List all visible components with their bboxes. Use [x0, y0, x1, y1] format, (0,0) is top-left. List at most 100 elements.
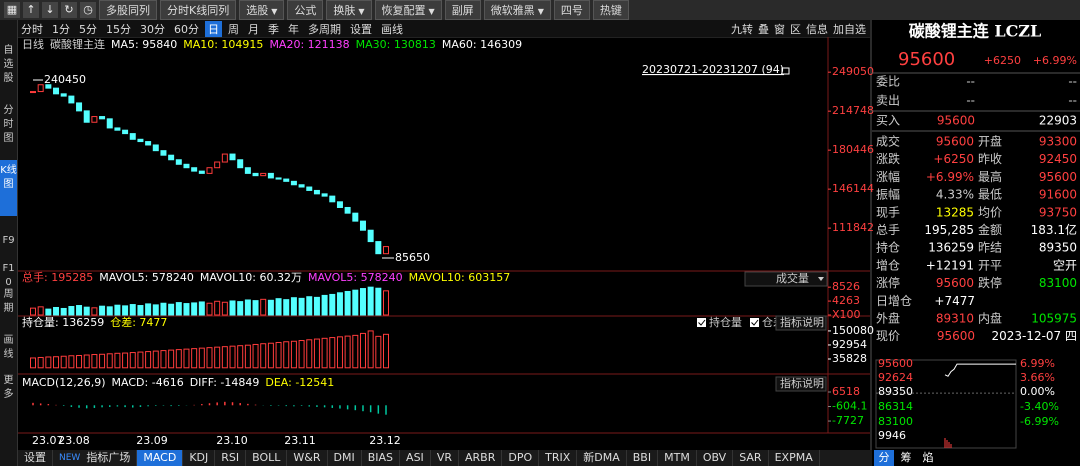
period-tab[interactable]: 5分 [79, 22, 97, 36]
intraday-tab[interactable]: 筹 [901, 450, 912, 464]
indicator-tab[interactable]: BOLL [246, 450, 288, 466]
x-tick-label: 23.10 [216, 434, 248, 447]
tool-button[interactable]: 区 [790, 22, 801, 36]
quote-value: +7477 [934, 294, 975, 308]
period-tab[interactable]: 多周期 [308, 22, 341, 36]
period-tab[interactable]: 30分 [140, 22, 165, 36]
refresh-icon[interactable]: ↻ [61, 2, 77, 18]
sidebar-tab[interactable]: 分时图 [3, 105, 14, 144]
grid-icon[interactable]: ▦ [4, 2, 20, 18]
indicator-tab[interactable]: DPO [502, 450, 540, 466]
date-range: 20230721-20231207 (94) [642, 63, 784, 76]
period-tab[interactable]: 60分 [174, 22, 199, 36]
clock-icon[interactable]: ◷ [80, 2, 96, 18]
toolbar-button[interactable]: 微软雅黑 ▼ [483, 0, 551, 20]
toolbar-button[interactable]: 副屏 [444, 0, 481, 20]
toolbar-button[interactable]: 恢复配置 ▼ [374, 0, 442, 20]
candle [321, 193, 328, 197]
intraday-tab[interactable]: 焰 [923, 450, 934, 464]
quote-value: 95600 [937, 329, 975, 343]
indicator-tab[interactable]: MTM [658, 450, 697, 466]
tool-button[interactable]: 九转 [731, 22, 753, 36]
down-icon[interactable]: ↓ [42, 2, 58, 18]
indicator-tab[interactable]: KDJ [183, 450, 216, 466]
candle [129, 133, 136, 140]
quote-value: 93750 [1039, 205, 1077, 219]
toolbar-button[interactable]: 换肤 ▼ [326, 0, 372, 20]
oi-bar [321, 337, 328, 369]
intraday-pct-label: 3.66% [1020, 371, 1055, 384]
checkbox[interactable] [697, 318, 706, 327]
indicator-tab[interactable]: 设置 [18, 450, 53, 466]
tool-button[interactable]: 叠 [758, 22, 769, 36]
candle [375, 241, 382, 255]
tool-button[interactable]: 加自选 [833, 22, 866, 36]
oi-bar [37, 356, 44, 369]
toolbar-button[interactable]: 选股 ▼ [239, 0, 285, 20]
indicator-tab[interactable]: MACD [137, 450, 184, 466]
period-tab[interactable]: 画线 [381, 22, 403, 36]
y-tick-label: 111842 [832, 221, 874, 234]
candle [367, 229, 374, 243]
high-label: 240450 [44, 73, 86, 86]
indicator-tab[interactable]: TRIX [539, 450, 578, 466]
candle [122, 129, 129, 135]
indicator-tab[interactable]: W&R [287, 450, 328, 466]
sidebar-tab[interactable]: 画线 [3, 335, 14, 360]
sidebar-tab[interactable]: F9 [2, 235, 15, 246]
quote-value: 95600 [936, 276, 974, 290]
toolbar-button[interactable]: 热键 [592, 0, 629, 20]
help-button[interactable]: 指标说明 [780, 315, 824, 329]
sidebar-tab[interactable]: 更多 [3, 375, 14, 400]
period-tab[interactable]: 设置 [350, 22, 372, 36]
period-tab[interactable]: 分时 [21, 22, 43, 36]
indicator-tab[interactable]: ASI [400, 450, 431, 466]
tool-button[interactable]: 信息 [806, 22, 828, 36]
ma-header: MA5: 95840 [111, 38, 177, 51]
intraday-tab[interactable]: 分 [879, 451, 890, 464]
indicator-tab[interactable]: BIAS [362, 450, 401, 466]
y-tick-label: 92954 [832, 338, 867, 351]
up-icon[interactable]: ↑ [23, 2, 39, 18]
period-tab[interactable]: 日 [205, 20, 222, 37]
ma-header: MA60: 146309 [442, 38, 522, 51]
sidebar-tab[interactable]: 自选股 [3, 45, 14, 84]
sidebar-tab[interactable]: K线图 [0, 160, 17, 216]
candle [99, 116, 106, 120]
indicator-tab[interactable]: BBI [627, 450, 659, 466]
checkbox[interactable] [750, 318, 759, 327]
indicator-tab[interactable]: EXPMA [769, 450, 820, 466]
indicator-tab[interactable]: 指标广场 [80, 450, 138, 466]
period-tab[interactable]: 15分 [106, 22, 131, 36]
period-tab[interactable]: 季 [268, 22, 279, 36]
period-tab[interactable]: 1分 [52, 22, 70, 36]
toolbar-button[interactable]: 多股同列 [99, 0, 157, 20]
toolbar-button[interactable]: 公式 [287, 0, 324, 20]
period-tab[interactable]: 月 [248, 22, 259, 36]
dropdown-label[interactable]: 成交量 [776, 271, 809, 285]
toolbar-button[interactable]: 分时K线同列 [160, 0, 237, 20]
toolbar-button[interactable]: 四号 [553, 0, 590, 20]
quote-label: 委比 [876, 75, 900, 89]
candle [37, 84, 44, 93]
tool-button[interactable]: 窗 [774, 22, 785, 36]
period-tab[interactable]: 周 [228, 22, 239, 36]
indicator-tab[interactable]: VR [431, 450, 459, 466]
indicator-tab[interactable]: NEW [59, 453, 81, 463]
sidebar-tab[interactable]: 周期 [3, 289, 14, 314]
oi-bar [91, 354, 98, 369]
sidebar-tab[interactable]: F10 [2, 263, 15, 288]
x-tick-label: 23.09 [136, 434, 168, 447]
oi-bar [160, 350, 167, 369]
indicator-tab[interactable]: 新DMA [577, 450, 627, 466]
indicator-tab[interactable]: OBV [697, 450, 734, 466]
help-button[interactable]: 指标说明 [780, 376, 824, 390]
oi-bar [68, 355, 75, 369]
quote-change: +6250 [984, 54, 1021, 67]
indicator-tab[interactable]: SAR [733, 450, 769, 466]
indicator-tab[interactable]: RSI [215, 450, 247, 466]
indicator-tab[interactable]: ARBR [459, 450, 503, 466]
period-tab[interactable]: 年 [288, 22, 299, 36]
indicator-tab[interactable]: DMI [328, 450, 362, 466]
quote-value: +6.99% [926, 170, 974, 184]
